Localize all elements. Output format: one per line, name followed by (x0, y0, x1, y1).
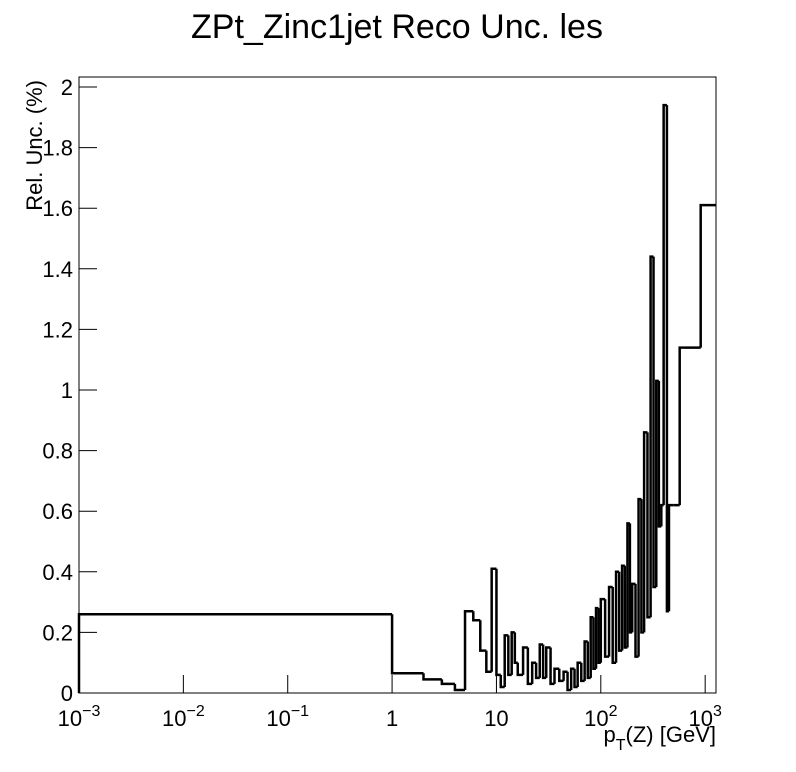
x-tick-label: 1 (386, 706, 398, 731)
histogram-bin (463, 609, 474, 690)
y-tick-label: 0.4 (42, 560, 73, 585)
histogram-bin (422, 673, 442, 681)
x-label-main: p (604, 722, 616, 747)
histogram-bin (516, 662, 524, 677)
x-tick-label: 103 (688, 703, 721, 731)
histogram-bin (699, 203, 716, 348)
histogram-bin (623, 565, 628, 649)
histogram-bin (628, 523, 633, 634)
histogram-bin (649, 255, 654, 618)
histogram-bin (617, 571, 623, 652)
histogram-bin (660, 503, 664, 527)
histogram-bin (611, 586, 617, 664)
histogram-bin (485, 650, 492, 674)
x-tick-base: 10 (584, 706, 608, 731)
histogram-bin (472, 611, 481, 622)
x-label-rest: (Z) [GeV] (626, 722, 716, 747)
x-tick-exponent: 3 (713, 703, 722, 720)
histogram-bin (453, 683, 466, 692)
histogram-bin (655, 379, 659, 587)
histogram-bin (652, 256, 657, 589)
histogram-bin (549, 647, 555, 686)
histogram-bin (558, 668, 564, 683)
histogram-bin (592, 617, 597, 671)
histogram-bin (553, 667, 560, 684)
histogram-bin (526, 647, 533, 686)
histogram-bin (562, 670, 568, 681)
y-tick-label: 1.4 (42, 257, 73, 282)
x-tick-label: 10 (484, 706, 508, 731)
y-tick-label: 1.2 (42, 317, 73, 342)
histogram-bin (667, 503, 674, 612)
x-tick-base: 10 (266, 706, 290, 731)
y-tick-label: 1.6 (42, 196, 73, 221)
histogram-bin (440, 679, 455, 686)
x-tick-base: 10 (58, 706, 82, 731)
histogram-bin (499, 674, 505, 689)
histogram-bin (599, 597, 606, 663)
x-tick-label: 10−2 (162, 703, 205, 731)
histogram-bin (662, 103, 667, 506)
x-axis-label: pT(Z) [GeV] (604, 722, 716, 754)
x-tick-exponent: −3 (82, 703, 100, 720)
histogram-bin (597, 608, 601, 664)
x-tick-label: 10−3 (58, 703, 101, 731)
y-tick-label: 1.8 (42, 136, 73, 161)
histogram-bin (603, 599, 610, 658)
x-label-sub: T (616, 737, 626, 754)
histogram-bin (646, 432, 651, 619)
histogram-bin (544, 646, 551, 678)
x-tick-base: 10 (688, 706, 712, 731)
y-tick-label: 0.8 (42, 439, 73, 464)
histogram-bin (634, 583, 639, 658)
histogram-bin (507, 635, 512, 677)
x-tick-exponent: −2 (186, 703, 204, 720)
histogram-bin (495, 568, 501, 677)
x-tick-label: 102 (584, 703, 617, 731)
y-tick-label: 0 (61, 681, 73, 706)
histogram-bin (479, 620, 487, 652)
plot-frame (78, 76, 717, 694)
y-axis-label: Rel. Unc. (%) (22, 80, 47, 211)
y-tick-label: 0.6 (42, 499, 73, 524)
histogram-bin (530, 661, 537, 684)
histogram-bin (657, 380, 662, 528)
y-tick-label: 0.2 (42, 620, 73, 645)
x-tick-base: 10 (162, 706, 186, 731)
histogram-bin (521, 646, 528, 675)
histogram-bin (77, 612, 393, 693)
x-tick-exponent: −1 (291, 703, 309, 720)
x-tick-label: 10−1 (266, 703, 309, 731)
histogram-bin (640, 499, 645, 634)
chart-title: ZPt_Zinc1jet Reco Unc. les (191, 8, 603, 46)
x-tick-exponent: 2 (609, 703, 618, 720)
histogram-bin (678, 346, 701, 506)
y-tick-label: 2 (61, 75, 73, 100)
histogram-bin (490, 567, 497, 672)
histogram-bin (665, 105, 669, 613)
y-tick-label: 1 (61, 378, 73, 403)
histogram-bin (390, 614, 424, 675)
